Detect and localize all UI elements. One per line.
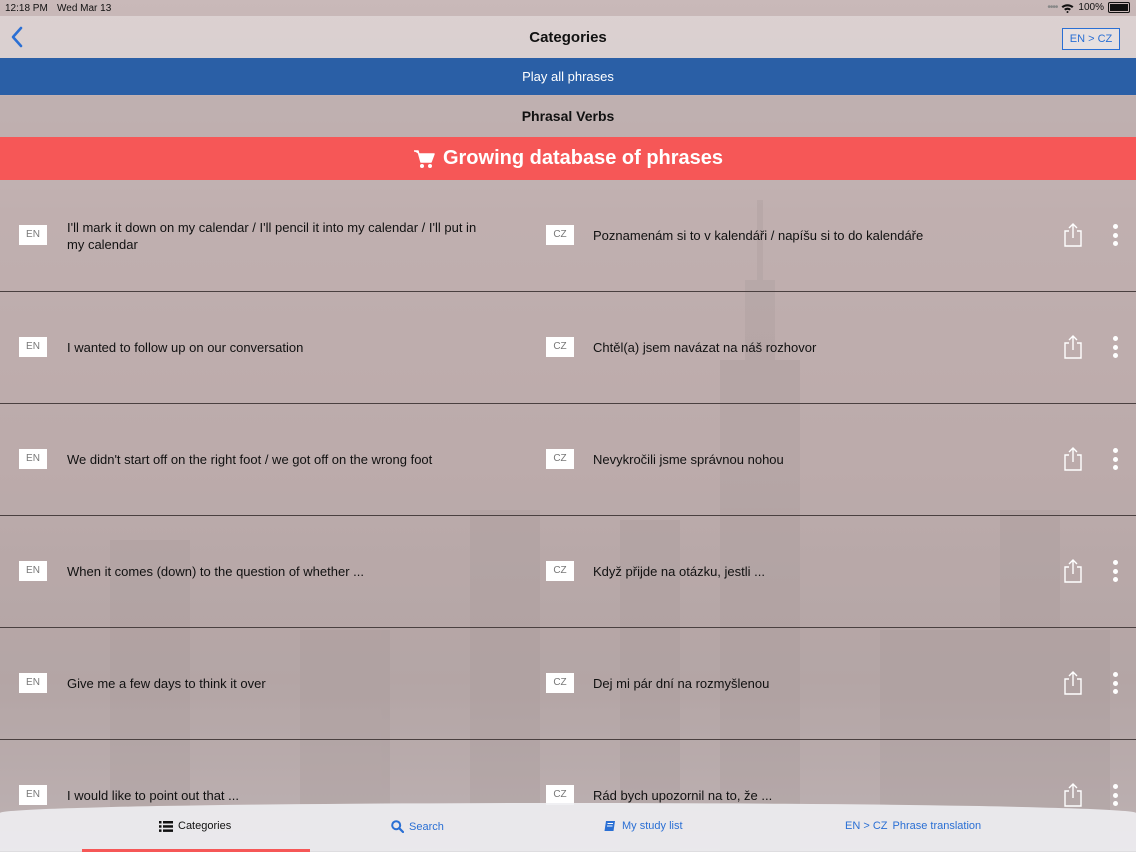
tab-categories-label: Categories xyxy=(178,820,232,832)
wifi-icon xyxy=(1061,3,1074,13)
phrase-english: When it comes (down) to the question of … xyxy=(67,564,364,579)
status-time: 12:18 PM xyxy=(5,3,48,14)
phrase-english: We didn't start off on the right foot / … xyxy=(67,452,433,467)
cz-badge: CZ xyxy=(546,337,574,357)
tab-study-list-label: My study list xyxy=(622,820,683,832)
phrase-row[interactable]: EN When it comes (down) to the question … xyxy=(0,516,1136,628)
more-options-icon[interactable] xyxy=(1109,672,1121,694)
language-direction-button[interactable]: EN > CZ xyxy=(1062,28,1120,50)
navigation-bar: Categories EN > CZ xyxy=(0,16,1136,58)
battery-icon xyxy=(1108,2,1130,13)
book-icon xyxy=(604,821,615,831)
active-tab-indicator xyxy=(82,849,310,852)
phrase-czech: Poznamenám si to v kalendáři / napíšu si… xyxy=(593,228,924,243)
page-title: Categories xyxy=(529,29,607,46)
more-options-icon[interactable] xyxy=(1109,336,1121,358)
tab-search[interactable]: Search xyxy=(391,820,444,833)
tab-translation-label: Phrase translation xyxy=(892,820,982,832)
signal-dots-icon: •••• xyxy=(1047,2,1058,13)
phrase-row[interactable]: EN I'll mark it down on my calendar / I'… xyxy=(0,180,1136,292)
category-title: Phrasal Verbs xyxy=(0,96,1136,137)
search-icon xyxy=(391,820,404,833)
phrase-english: I wanted to follow up on our conversatio… xyxy=(67,340,304,355)
play-all-phrases-button[interactable]: Play all phrases xyxy=(0,58,1136,95)
cz-badge: CZ xyxy=(546,449,574,469)
status-bar: 12:18 PM Wed Mar 13 •••• 100% xyxy=(0,0,1136,16)
phrase-english: Give me a few days to think it over xyxy=(67,676,266,691)
cz-badge: CZ xyxy=(546,673,574,693)
phrase-row[interactable]: EN I wanted to follow up on our conversa… xyxy=(0,292,1136,404)
banner-label: Growing database of phrases xyxy=(442,147,724,169)
en-badge: EN xyxy=(19,673,47,693)
tab-phrase-translation[interactable]: EN > CZ Phrase translation xyxy=(845,820,981,832)
more-options-icon[interactable] xyxy=(1109,448,1121,470)
en-badge: EN xyxy=(19,337,47,357)
tab-search-label: Search xyxy=(409,820,444,833)
bottom-tab-bar: Categories Search My study list EN > CZ … xyxy=(0,803,1136,852)
tab-translation-prefix: EN > CZ xyxy=(845,820,888,832)
status-date: Wed Mar 13 xyxy=(57,3,112,14)
more-options-icon[interactable] xyxy=(1109,784,1121,806)
list-icon xyxy=(159,820,173,832)
cz-badge: CZ xyxy=(546,561,574,581)
tab-my-study-list[interactable]: My study list xyxy=(604,820,683,832)
phrase-list: EN I'll mark it down on my calendar / I'… xyxy=(0,180,1136,852)
share-icon[interactable] xyxy=(1062,782,1084,808)
en-badge: EN xyxy=(19,449,47,469)
status-right: •••• 100% xyxy=(1047,2,1130,13)
phrase-czech: Když přijde na otázku, jestli ... xyxy=(593,564,765,579)
share-icon[interactable] xyxy=(1062,558,1084,584)
share-icon[interactable] xyxy=(1062,670,1084,696)
en-badge: EN xyxy=(19,561,47,581)
phrase-czech: Dej mi pár dní na rozmyšlenou xyxy=(593,676,770,691)
cart-icon xyxy=(413,149,435,168)
growing-database-banner[interactable]: Growing database of phrases xyxy=(0,137,1136,180)
tab-categories[interactable]: Categories xyxy=(159,820,231,832)
phrase-row[interactable]: EN We didn't start off on the right foot… xyxy=(0,404,1136,516)
more-options-icon[interactable] xyxy=(1109,224,1121,246)
share-icon[interactable] xyxy=(1062,222,1084,248)
phrase-english: I'll mark it down on my calendar / I'll … xyxy=(67,220,477,252)
cz-badge: CZ xyxy=(546,785,574,805)
en-badge: EN xyxy=(19,785,47,805)
more-options-icon[interactable] xyxy=(1109,560,1121,582)
phrase-english: I would like to point out that ... xyxy=(67,788,239,803)
cz-badge: CZ xyxy=(546,225,574,245)
share-icon[interactable] xyxy=(1062,446,1084,472)
back-chevron-icon[interactable] xyxy=(8,25,28,49)
battery-percent: 100% xyxy=(1078,2,1104,13)
phrase-czech: Rád bych upozornil na to, že ... xyxy=(593,788,773,803)
phrase-row[interactable]: EN Give me a few days to think it over C… xyxy=(0,628,1136,740)
en-badge: EN xyxy=(19,225,47,245)
phrase-czech: Nevykročili jsme správnou nohou xyxy=(593,452,784,467)
phrase-czech: Chtěl(a) jsem navázat na náš rozhovor xyxy=(593,340,817,355)
share-icon[interactable] xyxy=(1062,334,1084,360)
